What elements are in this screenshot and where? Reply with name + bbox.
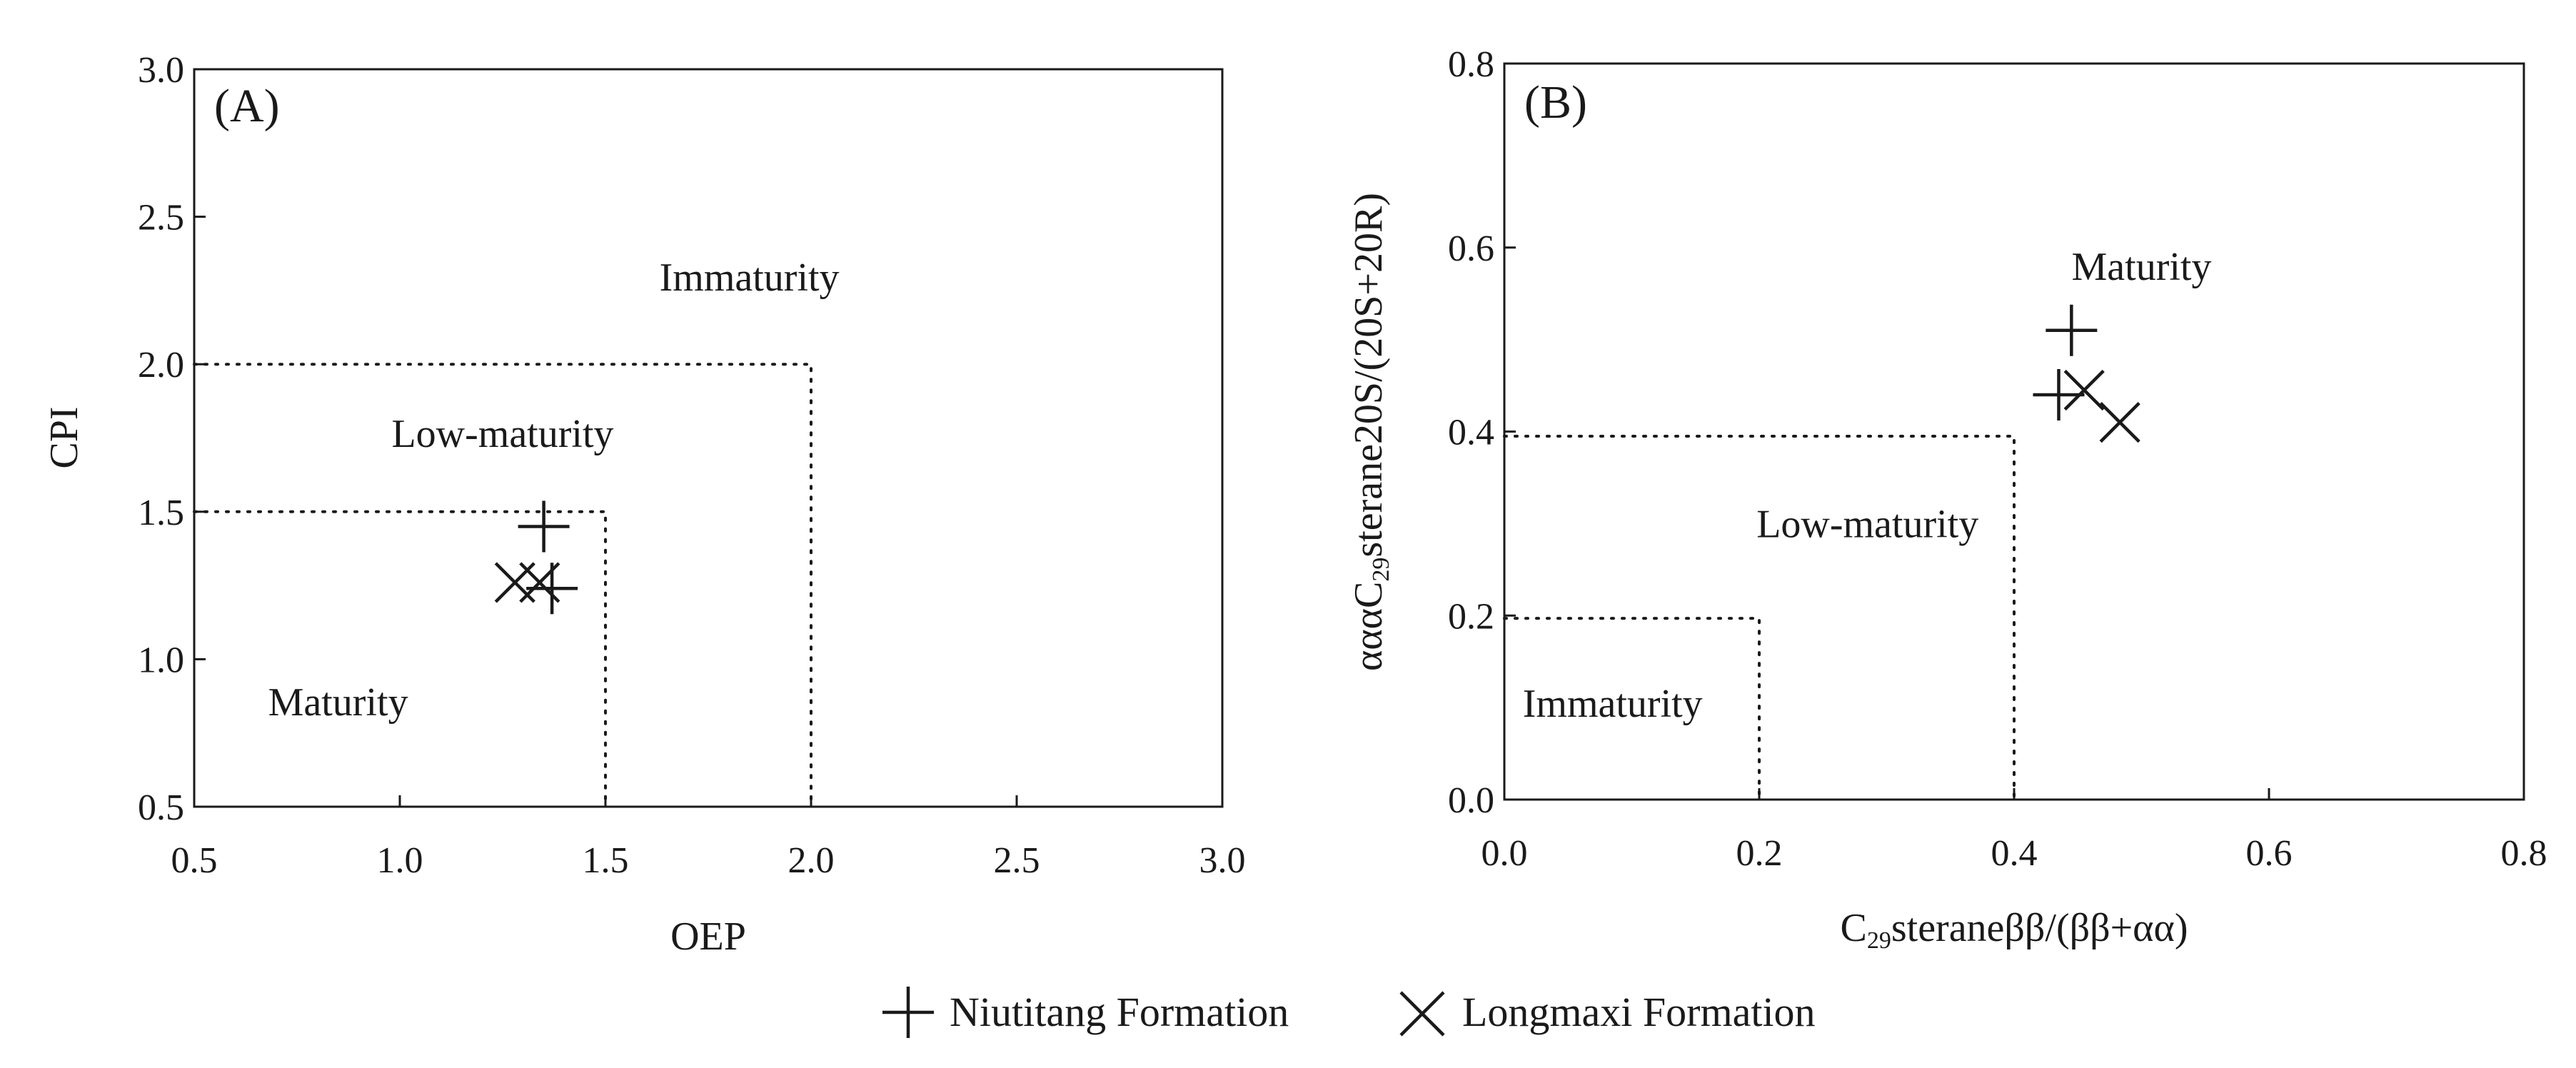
panel-a-x-tick-label: 2.0 <box>788 840 835 881</box>
panel-a-point-longmaxi <box>494 562 535 603</box>
panel-b-chart: (B) 0.0 0.2 0.4 0.6 0.8 0.0 0.2 0.4 0.6 0.8 Matur… <box>1347 44 2547 954</box>
legend-plus-marker <box>882 987 934 1038</box>
panel-a-y-tick-label: 0.5 <box>138 787 184 828</box>
panel-a-point-niutitang <box>518 500 570 553</box>
panel-a-region-label-maturity: Maturity <box>268 680 408 725</box>
panel-a-region-label-immaturity: Immaturity <box>660 256 840 300</box>
panel-a-point-longmaxi <box>519 562 560 603</box>
panel-a-x-tick-label: 3.0 <box>1199 840 1246 881</box>
panel-b-label: (B) <box>1524 76 1587 129</box>
panel-b-y-tick-label: 0.8 <box>1448 44 1494 85</box>
panel-b-x-tick-label: 0.8 <box>2501 833 2547 874</box>
panel-a-y-tick-label: 2.0 <box>138 345 184 386</box>
panel-b-region-label-low-maturity: Low-maturity <box>1756 503 1978 547</box>
panel-b-x-tick-label: 0.6 <box>2246 833 2293 874</box>
legend-item-longmaxi: Longmaxi Formation <box>1399 989 1816 1037</box>
panel-a-region-boundary <box>193 363 812 808</box>
panel-a-x-tick-label: 2.5 <box>994 840 1040 881</box>
panel-a-y-tick-label: 1.0 <box>138 640 184 680</box>
panel-a-y-axis-label: CPI <box>42 406 86 468</box>
panel-a-label: (A) <box>214 80 280 132</box>
panel-b-x-tick-label: 0.2 <box>1736 833 1783 874</box>
panel-b-x-tick-label: 0.4 <box>1991 833 2038 874</box>
legend-item-niutitang: Niutitang Formation <box>882 987 1289 1038</box>
panel-b-x-axis-label: C29steraneββ/(ββ+αα) <box>1840 906 2188 954</box>
panel-b-y-tick-label: 0.2 <box>1448 596 1494 637</box>
panel-a-chart: (A) 0.5 1.0 1.5 2.0 2.5 3.0 0.5 1.0 1.5 2.0 2.5 3.0… <box>42 50 1246 959</box>
panel-a-x-axis-label: OEP <box>670 915 746 959</box>
panel-b-region-label-immaturity: Immaturity <box>1523 682 1703 726</box>
panel-b-y-tick-label: 0.4 <box>1448 413 1494 453</box>
panel-b-region-boundary <box>1503 617 1761 801</box>
panel-a-x-tick-label: 0.5 <box>171 840 218 881</box>
panel-b-y-tick-label: 0.6 <box>1448 228 1494 269</box>
panel-b-point-niutitang <box>2033 368 2085 420</box>
panel-b-y-tick-label: 0.0 <box>1448 780 1494 821</box>
panel-a-y-tick-label: 3.0 <box>138 50 184 91</box>
panel-b-point-longmaxi <box>2099 402 2140 443</box>
legend: Niutitang Formation Longmaxi Formation <box>882 987 1816 1038</box>
panel-a-y-tick-label: 2.5 <box>138 198 184 238</box>
panel-a-region-boundary <box>193 510 607 808</box>
legend-label-longmaxi: Longmaxi Formation <box>1462 989 1816 1035</box>
panel-a-x-tick-label: 1.5 <box>583 840 629 881</box>
legend-cross-marker <box>1399 991 1445 1037</box>
panel-b-region-boundary <box>1503 434 2016 801</box>
panel-b-x-tick-label: 0.0 <box>1481 833 1528 874</box>
panel-b-y-axis-label: αααC29sterane20S/(20S+20R) <box>1347 193 1394 671</box>
legend-label-niutitang: Niutitang Formation <box>950 989 1289 1035</box>
panel-a-plot-frame <box>193 68 1224 808</box>
panel-b-point-longmaxi <box>2063 369 2105 411</box>
panel-a-region-label-low-maturity: Low-maturity <box>391 412 613 456</box>
panel-b-region-label-maturity: Maturity <box>2072 245 2212 289</box>
panel-a-x-tick-label: 1.0 <box>377 840 423 881</box>
panel-b-point-niutitang <box>2046 304 2098 356</box>
panel-a-y-tick-label: 1.5 <box>138 493 184 533</box>
